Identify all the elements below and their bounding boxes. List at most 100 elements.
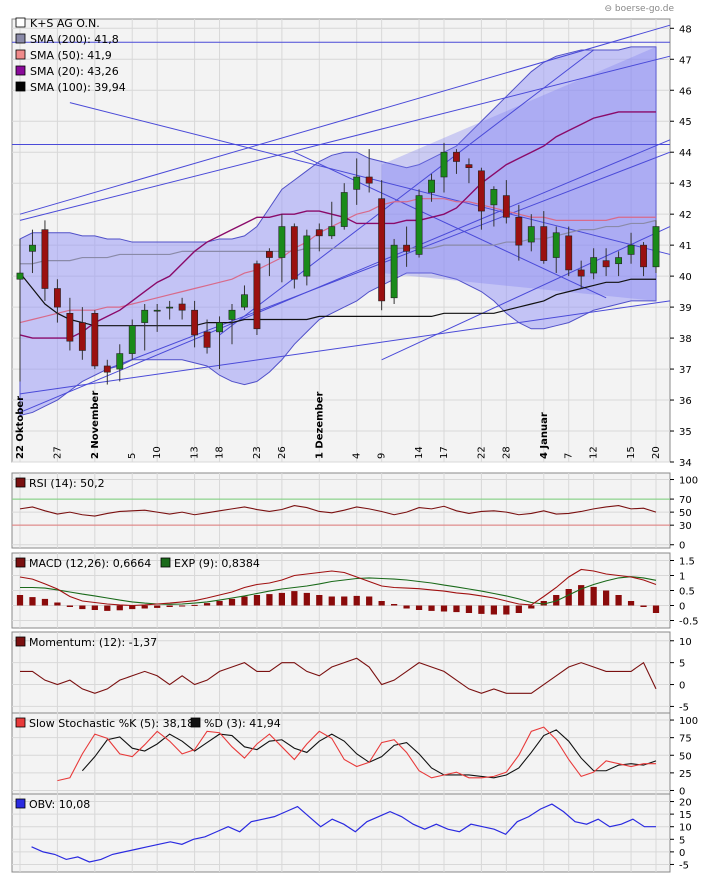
macd-histogram-bar xyxy=(428,605,435,611)
legend-label: Slow Stochastic %K (5): 38,18 xyxy=(29,717,194,730)
candle xyxy=(315,229,323,237)
candle xyxy=(178,303,186,311)
bollinger-band xyxy=(19,46,657,417)
macd-histogram-bar xyxy=(478,605,485,614)
macd-histogram-bar xyxy=(503,605,510,615)
legend-label: RSI (14): 50,2 xyxy=(29,477,105,490)
x-tick-label: 2 November xyxy=(90,391,101,459)
y-tick-label: 30 xyxy=(679,521,692,532)
y-tick-label: 100 xyxy=(679,476,698,487)
candle xyxy=(540,226,548,261)
candle xyxy=(116,353,124,370)
trendline xyxy=(19,300,671,395)
macd-line xyxy=(19,568,657,607)
macd-histogram-bar xyxy=(440,605,448,612)
y-tick-label: 39 xyxy=(679,303,692,314)
rsi-line xyxy=(19,505,657,517)
y-tick-label: 10 xyxy=(679,637,692,648)
macd-histogram-bar xyxy=(391,604,398,606)
candle xyxy=(477,170,485,212)
trendline xyxy=(219,49,594,336)
candle xyxy=(602,260,610,268)
macd-histogram-bar xyxy=(54,602,61,606)
y-tick-label: 0.5 xyxy=(679,587,695,598)
trendline xyxy=(107,151,671,370)
candle xyxy=(652,226,660,268)
y-tick-label: 47 xyxy=(679,55,692,66)
legend-swatch xyxy=(15,477,26,488)
y-tick-label: 25 xyxy=(679,769,692,780)
x-tick-label: 15 xyxy=(626,446,637,459)
candle xyxy=(465,164,473,168)
macd-histogram-bar xyxy=(553,595,560,606)
y-tick-label: 10 xyxy=(679,823,692,834)
x-tick-label: 4 Januar xyxy=(539,412,550,459)
macd-histogram-bar xyxy=(241,596,248,606)
macd-histogram-bar xyxy=(303,592,310,606)
x-tick-label: 26 xyxy=(277,446,288,459)
macd-histogram-bar xyxy=(266,594,273,606)
x-tick-label: 13 xyxy=(190,446,201,459)
y-tick-label: 5 xyxy=(679,835,685,846)
candle xyxy=(103,365,111,373)
candle xyxy=(216,322,223,333)
candle xyxy=(627,244,635,255)
legend-swatch xyxy=(190,717,201,728)
sma100-line xyxy=(19,272,656,327)
candle xyxy=(303,235,311,277)
legend-label: SMA (200): 41,8 xyxy=(30,33,119,46)
x-tick-label: 1 Dezember xyxy=(314,392,325,459)
candle xyxy=(66,313,74,342)
panel-frame-5 xyxy=(11,793,671,873)
macd-histogram-bar xyxy=(453,605,460,613)
x-tick-label: 23 xyxy=(252,446,263,459)
macd-histogram-bar xyxy=(328,596,335,606)
y-tick-label: 0 xyxy=(679,602,685,613)
y-tick-label: -5 xyxy=(679,702,689,713)
candle xyxy=(390,244,398,299)
macd-histogram-bar xyxy=(16,595,24,606)
y-tick-label: 34 xyxy=(679,458,692,469)
y-tick-label: 15 xyxy=(679,810,692,821)
candle xyxy=(515,216,523,246)
candle xyxy=(415,195,423,255)
y-tick-label: 38 xyxy=(679,334,692,345)
y-tick-label: 100 xyxy=(679,716,698,727)
legend-label: OBV: 10,08 xyxy=(29,798,90,811)
macd-histogram-bar xyxy=(316,595,323,606)
macd-histogram-bar xyxy=(515,605,522,613)
y-tick-label: 43 xyxy=(679,179,692,190)
candle xyxy=(191,309,199,336)
macd-histogram-bar xyxy=(29,597,36,606)
y-tick-label: 0 xyxy=(679,681,685,692)
macd-histogram-bar xyxy=(490,605,497,615)
candle xyxy=(365,176,373,184)
macd-histogram-bar xyxy=(378,601,385,606)
macd-histogram-bar xyxy=(415,605,423,610)
momentum-line xyxy=(20,657,657,694)
x-tick-label: 18 xyxy=(215,446,226,459)
legend-swatch xyxy=(15,33,26,44)
macd-histogram-bar xyxy=(116,605,123,611)
source-watermark: ⊖ boerse-go.de xyxy=(604,4,674,14)
candle xyxy=(91,313,99,367)
candle xyxy=(16,272,24,280)
macd-histogram-bar xyxy=(640,605,647,607)
candle xyxy=(253,263,261,330)
sma200-line xyxy=(20,219,657,265)
legend-label: K+S AG O.N. xyxy=(30,17,100,30)
exp-line xyxy=(20,576,657,605)
macd-histogram-bar xyxy=(79,605,86,610)
candle xyxy=(552,232,560,258)
x-tick-label: 17 xyxy=(439,446,450,459)
candle xyxy=(615,257,623,265)
x-tick-label: 12 xyxy=(589,446,600,459)
candle xyxy=(228,309,236,320)
trendline xyxy=(19,55,671,221)
y-tick-label: 50 xyxy=(679,751,692,762)
stoch-k-line xyxy=(57,726,656,782)
candle xyxy=(453,151,460,162)
y-tick-label: 37 xyxy=(679,365,692,376)
macd-histogram-bar xyxy=(191,604,198,606)
